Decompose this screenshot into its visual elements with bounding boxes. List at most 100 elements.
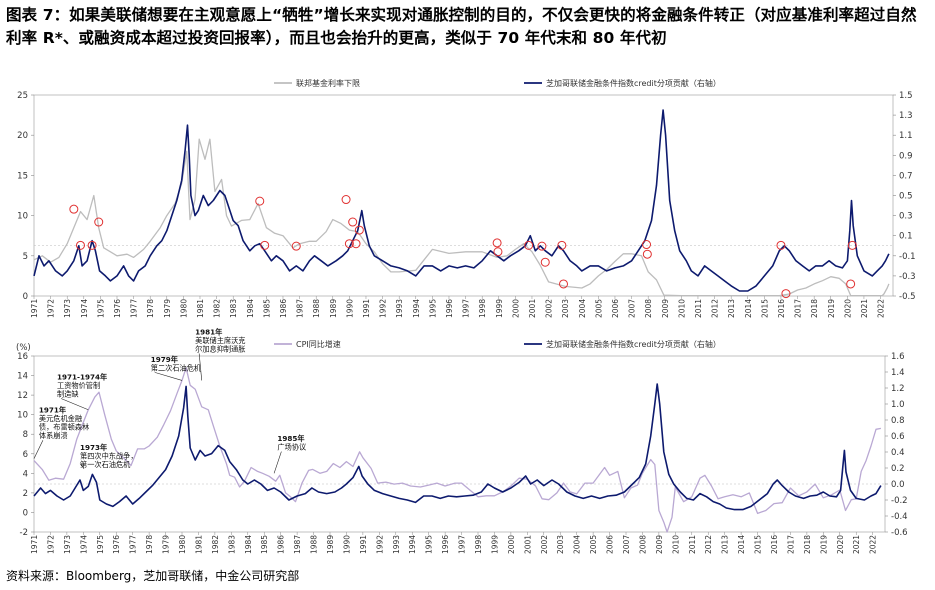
top-x-tick-label: 2021 [860,299,869,318]
bottom-right-tick-label: 1.2 [891,384,905,394]
annotation-leader-line [60,398,89,411]
bottom-x-tick-label: 1983 [227,535,236,554]
bottom-x-tick-label: 2018 [803,535,812,554]
top-x-tick-label: 2004 [578,299,587,318]
bottom-x-tick-label: 1979 [162,535,171,554]
top-x-tick-label: 1995 [428,299,437,318]
bottom-x-tick-label: 2008 [638,535,647,554]
top-x-tick-label: 1990 [345,299,354,318]
top-x-tick-label: 1996 [445,299,454,318]
top-legend-label: 芝加哥联储金融条件指数credit分项贡献（右轴） [546,78,721,88]
bottom-left-tick-label: 0 [23,508,28,518]
top-x-tick-label: 1987 [296,299,305,318]
bottom-x-tick-label: 2017 [786,535,795,554]
highlight-marker [348,217,358,227]
top-x-tick-label: 2022 [877,299,886,318]
top-right-tick-label: 1.3 [899,111,913,121]
highlight-marker [493,247,503,257]
bottom-x-tick-label: 2015 [754,535,763,554]
top-x-tick-label: 2008 [644,299,653,318]
bottom-right-tick-label: 1.6 [891,352,905,362]
top-x-tick-label: 2002 [545,299,554,318]
top-x-tick-label: 2001 [528,299,537,318]
bottom-left-tick-label: 4 [23,469,28,479]
bottom-x-tick-label: 2006 [606,535,615,554]
top-x-tick-label: 2015 [760,299,769,318]
highlight-marker [537,241,547,251]
top-series-line-secondary [33,138,890,297]
bottom-x-tick-label: 1997 [458,535,467,554]
bottom-right-tick-label: 1.0 [891,400,905,410]
top-x-tick-label: 2009 [661,299,670,318]
highlight-marker [69,204,79,214]
top-right-tick-label: 1.5 [899,91,913,101]
bottom-x-tick-label: 1985 [260,535,269,554]
annotation-label: 1971年美元危机金融债，布雷顿森林体系崩溃 [39,406,89,441]
bottom-x-tick-label: 2000 [507,535,516,554]
highlight-marker [260,240,270,250]
bottom-x-tick-label: 2019 [819,535,828,554]
bottom-right-tick-label: 0.4 [891,448,905,458]
bottom-left-tick-label: 8 [23,430,28,440]
bottom-right-tick-label: 0.6 [891,432,905,442]
top-right-tick-label: 0.1 [899,232,913,242]
highlight-marker [87,240,97,250]
bottom-x-tick-label: 1981 [194,535,203,554]
bottom-x-tick-label: 1988 [310,535,319,554]
top-x-tick-label: 1994 [412,299,421,318]
bottom-x-tick-label: 2014 [737,535,746,554]
top-right-tick-label: -0.5 [899,292,916,302]
top-x-tick-label: 2003 [561,299,570,318]
bottom-x-tick-label: 1977 [129,535,138,554]
bottom-legend-label: 芝加哥联储金融条件指数credit分项贡献（右轴） [546,339,721,349]
annotation-leader-line [198,353,203,381]
bottom-plot-frame [33,355,886,533]
bottom-right-tick-label: 0.2 [891,464,905,474]
bottom-x-tick-label: 1994 [408,535,417,554]
top-x-tick-label: 2020 [843,299,852,318]
top-x-tick-label: 1993 [395,299,404,318]
bottom-x-tick-label: 1982 [211,535,220,554]
highlight-marker [351,239,361,249]
top-legend-label: 联邦基金利率下限 [296,78,360,88]
highlight-marker [524,240,534,250]
bottom-unit-label: (%) [16,343,31,353]
top-x-tick-label: 1999 [495,299,504,318]
top-right-tick-label: 0.7 [899,171,913,181]
top-x-tick-label: 1984 [246,299,255,318]
bottom-x-tick-label: 1986 [277,535,286,554]
top-x-tick-label: 1979 [163,299,172,318]
annotation-label: 1971-1974年工资物价管制制造缺 [57,372,107,398]
highlight-marker [492,238,502,248]
bottom-x-tick-label: 2016 [770,535,779,554]
highlight-marker [94,217,104,227]
top-x-tick-label: 2007 [628,299,637,318]
top-x-tick-label: 2018 [810,299,819,318]
top-x-tick-label: 2006 [611,299,620,318]
bottom-x-tick-label: 1974 [79,535,88,554]
bottom-x-tick-label: 2005 [589,535,598,554]
annotation-leader-line [79,463,85,470]
annotation-leader-line [273,451,282,474]
bottom-x-tick-label: 1972 [46,535,55,554]
bottom-right-tick-label: 0.8 [891,416,905,426]
top-right-tick-label: 0.5 [899,192,913,202]
top-left-tick-label: 0 [23,292,28,302]
bottom-x-tick-label: 1999 [490,535,499,554]
bottom-x-tick-label: 2007 [622,535,631,554]
top-x-tick-label: 1983 [229,299,238,318]
bottom-x-tick-label: 2001 [523,535,532,554]
bottom-x-tick-label: 2011 [688,535,697,554]
source-note: 资料来源：Bloomberg，芝加哥联储，中金公司研究部 [6,569,300,583]
annotation-label: 1981年美联储主席沃克尔加息抑制通胀 [195,327,245,353]
bottom-x-tick-label: 1995 [425,535,434,554]
bottom-series-line-secondary [33,367,882,533]
top-x-tick-label: 1975 [96,299,105,318]
bottom-left-tick-label: 12 [17,391,28,401]
bottom-chart: -2 0 2 4 6 8 10 12 14 16 -0.6 -0.4 -0.2 0.0 0.2 0.4 0.6 0… [16,327,908,554]
bottom-x-tick-label: 2003 [556,535,565,554]
bottom-x-tick-label: 1992 [375,535,384,554]
top-x-tick-label: 2017 [794,299,803,318]
top-x-tick-label: 2014 [744,299,753,318]
top-x-tick-label: 2016 [777,299,786,318]
